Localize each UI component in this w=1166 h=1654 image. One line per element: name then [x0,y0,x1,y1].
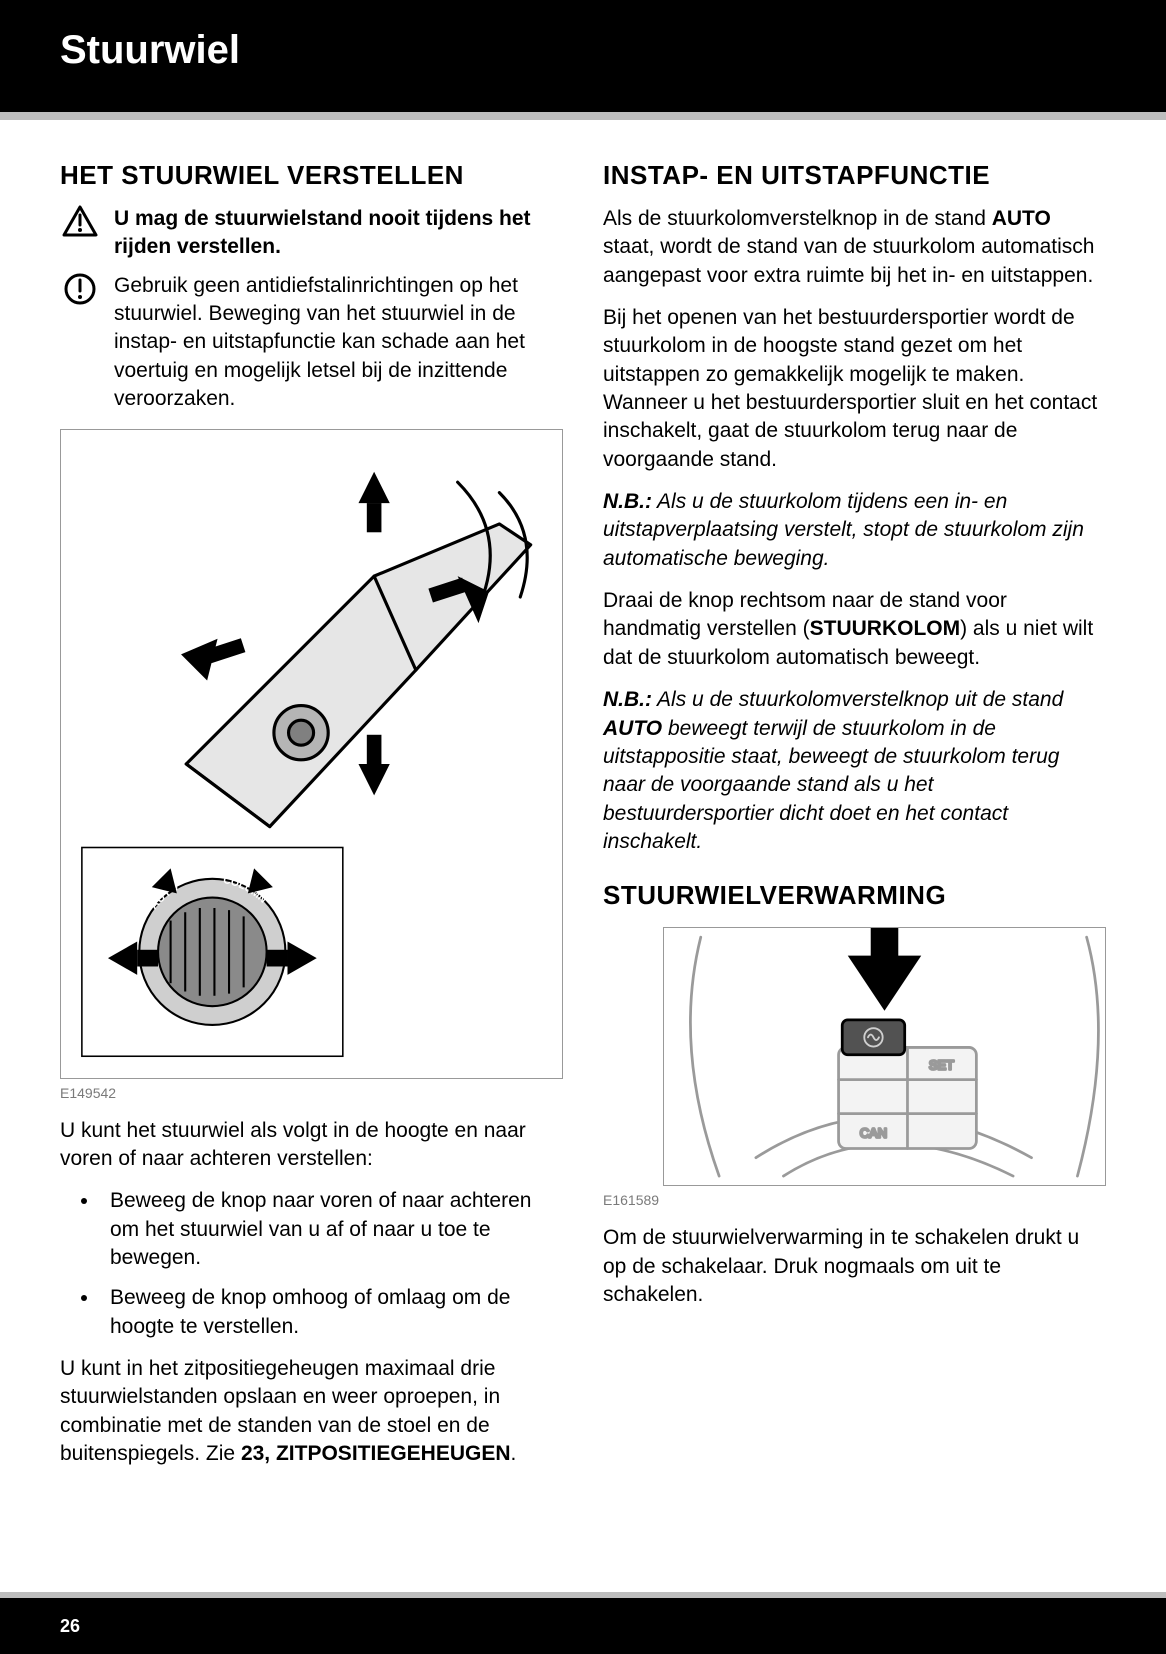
warning-triangle-icon [60,205,100,237]
figure-code-right: E161589 [603,1192,1106,1208]
warning-2-text: Gebruik geen antidiefstalinrichtingen op… [114,272,563,414]
right-p3: Draai de knop rechtsom naar de stand voo… [603,587,1106,672]
text-run: Als de stuurkolomverstelknop in de stand [603,207,992,230]
header-divider [0,112,1166,120]
right-heading-1: INSTAP- EN UITSTAPFUNCTIE [603,160,1106,191]
text-run: . [511,1442,517,1465]
left-p-intro: U kunt het stuurwiel als volgt in de hoo… [60,1117,563,1174]
left-column: HET STUURWIEL VERSTELLEN U mag de stuurw… [60,160,563,1482]
right-heading-2: STUURWIELVERWARMING [603,880,1106,911]
crossref-link[interactable]: 23, ZITPOSITIEGEHEUGEN [241,1442,511,1465]
page-title: Stuurwiel [60,28,1106,73]
right-p2: Bij het openen van het bestuurdersportie… [603,304,1106,474]
note-label: N.B.: [603,490,652,513]
text-run: staat, wordt de stand van de stuurkolom … [603,235,1094,286]
figure-code-left: E149542 [60,1085,563,1101]
page: Stuurwiel HET STUURWIEL VERSTELLEN U mag… [0,0,1166,1654]
figure-steering-adjust: AUTO COLUMN [60,429,563,1078]
right-p1: Als de stuurkolomverstelknop in de stand… [603,205,1106,290]
note-text: Als u de stuurkolomverstelknop uit de st… [652,688,1063,711]
left-bullets: Beweeg de knop naar voren of naar achter… [60,1187,563,1341]
note-text: beweegt terwijl de stuurkolom in de uits… [603,717,1059,853]
text-bold: AUTO [992,207,1051,230]
footer-band: 26 [0,1592,1166,1654]
content-area: HET STUURWIEL VERSTELLEN U mag de stuurw… [0,120,1166,1482]
note-label: N.B.: [603,688,652,711]
right-note-2: N.B.: Als u de stuurkolomverstelknop uit… [603,686,1106,856]
left-heading: HET STUURWIEL VERSTELLEN [60,160,563,191]
right-column: INSTAP- EN UITSTAPFUNCTIE Als de stuurko… [603,160,1106,1482]
right-p-after-fig: Om de stuurwielverwarming in te schakele… [603,1224,1106,1309]
warning-block-1: U mag de stuurwielstand nooit tijdens he… [60,205,563,262]
list-item: Beweeg de knop naar voren of naar achter… [100,1187,563,1272]
svg-text:CAN: CAN [860,1126,887,1141]
warning-1-text: U mag de stuurwielstand nooit tijdens he… [114,205,563,262]
page-footer: 26 [0,1598,1166,1654]
right-note-1: N.B.: Als u de stuurkolom tijdens een in… [603,488,1106,573]
note-text: Als u de stuurkolom tijdens een in- en u… [603,490,1084,570]
header-bar: Stuurwiel [0,0,1166,112]
left-p-end: U kunt in het zitpositiegeheugen maximaa… [60,1355,563,1468]
page-number: 26 [60,1616,80,1636]
text-bold: STUURKOLOM [810,617,961,640]
text-bold: AUTO [603,717,662,740]
caution-circle-icon [60,272,100,306]
warning-block-2: Gebruik geen antidiefstalinrichtingen op… [60,272,563,414]
figure-heated-wheel: SET CAN [663,927,1106,1186]
list-item: Beweeg de knop omhoog of omlaag om de ho… [100,1284,563,1341]
svg-text:SET: SET [929,1058,954,1073]
